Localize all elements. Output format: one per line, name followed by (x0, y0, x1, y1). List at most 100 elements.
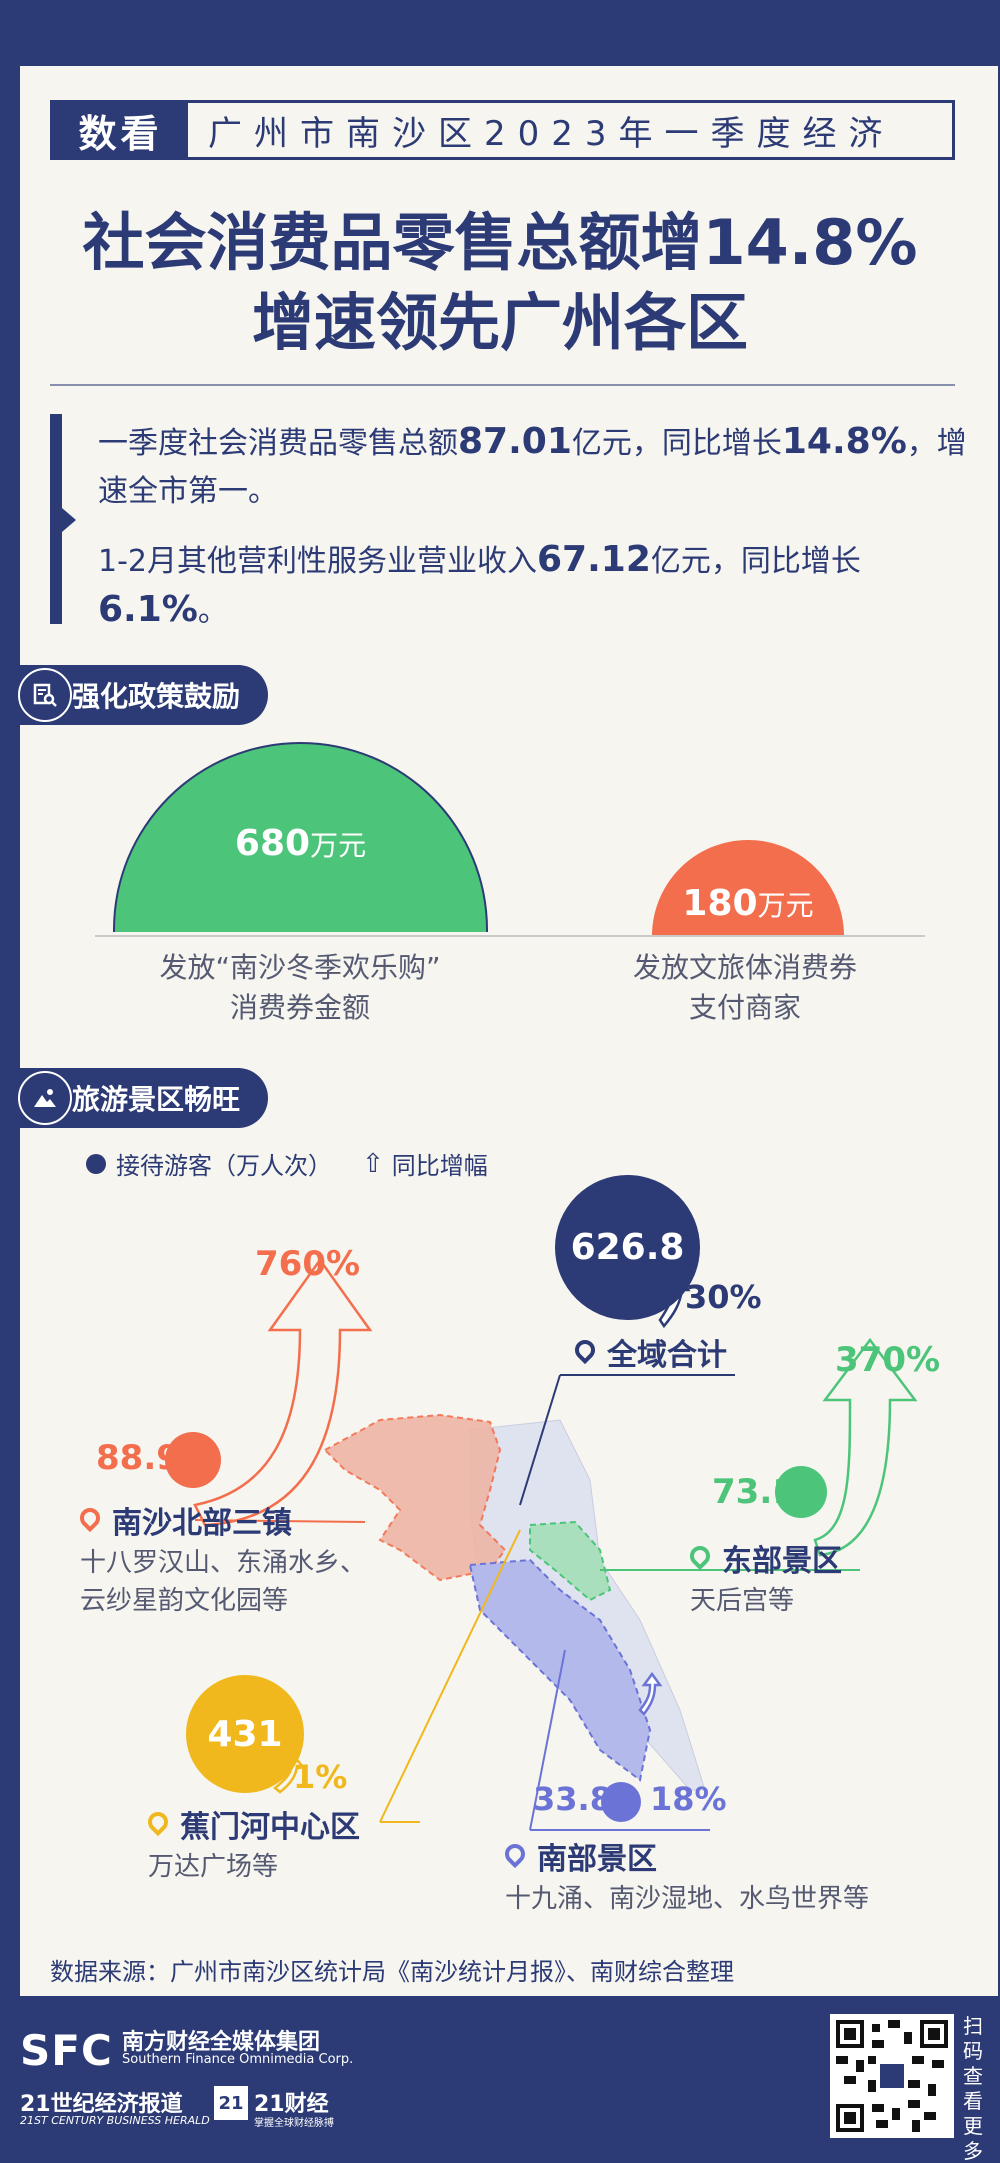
section-tourism-label: 旅游景区畅旺 (72, 1083, 241, 1116)
leader-north (194, 1519, 366, 1523)
legend-visitors-label: 接待游客（万人次） (116, 1152, 332, 1180)
divider (50, 384, 955, 386)
summary-paragraph-1: 一季度社会消费品零售总额87.01亿元，同比增长14.8%，增速全市第一。 (98, 418, 968, 516)
location-pin-icon (143, 1807, 173, 1837)
north-growth-value: 760% (255, 1244, 361, 1284)
area-south-name: 南部景区 (537, 1842, 657, 1877)
legend-growth-label: 同比增幅 (391, 1152, 488, 1180)
headline-line2: 增速领先广州各区 (251, 286, 748, 359)
merchant-coupon-unit: 万元 (757, 888, 814, 922)
sfc-name-en: Southern Finance Omnimedia Corp. (122, 2052, 354, 2067)
coupon-amount-unit: 万元 (310, 828, 367, 862)
summary-text: 1-2月其他营利性服务业营业收入 (98, 544, 537, 579)
section-tourism-title: 旅游景区畅旺 (0, 1068, 269, 1128)
center-growth-value: 1% (293, 1758, 348, 1796)
leader-total (519, 1374, 561, 1506)
caption-line: 支付商家 (688, 991, 801, 1024)
sfc-name: 南方财经全媒体集团 (122, 2030, 321, 2055)
header-bar: 数看 广州市南沙区2023年一季度经济 (50, 100, 955, 160)
map-region-south (468, 1558, 652, 1782)
nansha-map (193, 1257, 918, 1831)
east-visitors-value: 73.1 (712, 1472, 796, 1512)
east-growth-value: 370% (835, 1340, 941, 1380)
qr-code-icon (836, 2020, 948, 2132)
south-visitors-value: 33.8 (533, 1780, 612, 1818)
retail-total-value: 87.01 (458, 421, 572, 462)
header-subtitle: 广州市南沙区2023年一季度经济 (208, 113, 895, 154)
coupon-amount-caption: 发放“南沙冬季欢乐购” 消费券金额 (100, 948, 500, 1028)
east-visitors-bubble (775, 1466, 827, 1518)
east-growth-arrow (813, 1337, 918, 1557)
caption-line: 发放文旅体消费券 (632, 951, 857, 984)
north-visitors-value: 88.9 (96, 1438, 180, 1478)
service-revenue-value: 67.12 (537, 539, 651, 580)
merchant-coupon-caption: 发放文旅体消费券 支付商家 (590, 948, 900, 1028)
brand-21finance: 21财经 (254, 2092, 329, 2117)
area-east-desc: 天后宫等 (690, 1586, 795, 1616)
quote-bar (50, 414, 62, 624)
north-visitors-bubble (165, 1432, 221, 1488)
area-north-desc: 十八罗汉山、东涌水乡、 (80, 1548, 367, 1578)
area-north-desc: 云纱星韵文化园等 (80, 1586, 289, 1616)
data-source: 数据来源：广州市南沙区统计局《南沙统计月报》、南财综合整理 (50, 1958, 734, 1986)
summary-text: 一季度社会消费品零售总额 (98, 426, 458, 461)
leader-south-v (529, 1649, 566, 1831)
visitors-legend-dot (86, 1153, 106, 1174)
sfc-logo: SFC (20, 2026, 113, 2075)
summary-text: 亿元，同比增长 (650, 544, 861, 579)
section-policy-label: 强化政策鼓励 (72, 680, 241, 713)
area-total: 全域合计 (570, 1330, 727, 1374)
merchant-coupon-value: 180 (682, 882, 758, 924)
summary-paragraph-2: 1-2月其他营利性服务业营业收入67.12亿元，同比增长 6.1%。 (98, 536, 968, 636)
content-card (20, 66, 998, 1996)
area-center-name: 蕉门河中心区 (180, 1810, 360, 1845)
header-tag: 数看 (53, 103, 188, 157)
total-visitors-bubble: 626.8 (555, 1175, 700, 1320)
service-growth-value: 6.1% (98, 589, 198, 630)
semicircle-baseline (95, 935, 925, 937)
map-legend: 接待游客（万人次） ⇧ 同比增幅 (86, 1146, 488, 1181)
brand-21cbh-en: 21ST CENTURY BUSINESS HERALD (20, 2114, 210, 2127)
area-east-name: 东部景区 (722, 1544, 842, 1579)
qr-code[interactable] (830, 2014, 954, 2138)
document-search-icon (18, 668, 72, 722)
location-pin-icon (685, 1541, 715, 1571)
coupon-amount-value: 680 (234, 822, 311, 864)
south-growth-value: 18% (650, 1780, 727, 1818)
area-total-name: 全域合计 (607, 1338, 727, 1373)
total-growth-value: 30% (685, 1278, 762, 1316)
area-east: 东部景区 天后宫等 (685, 1536, 842, 1620)
map-region-north (323, 1413, 507, 1582)
center-visitors-bubble: 431 (186, 1675, 304, 1793)
location-pin-icon (75, 1503, 105, 1533)
caption-line: 发放“南沙冬季欢乐购” (159, 951, 441, 984)
center-visitors-value: 431 (207, 1713, 283, 1755)
summary-text: 亿元，同比增长 (571, 426, 782, 461)
area-center: 蕉门河中心区 万达广场等 (143, 1802, 360, 1886)
area-south-desc: 十九涌、南沙湿地、水鸟世界等 (505, 1884, 870, 1914)
map-region-east (529, 1520, 612, 1602)
brand-21finance-slogan: 掌握全球财经脉搏 (254, 2118, 334, 2129)
area-center-desc: 万达广场等 (148, 1852, 279, 1882)
summary-text: ，增速全市第一。 (98, 426, 967, 509)
north-growth-arrow (193, 1257, 373, 1527)
brand-21cbh: 21世纪经济报道 (20, 2092, 183, 2117)
brand-21-logo: 21 (214, 2086, 248, 2120)
center-growth-arrow (272, 1753, 305, 1794)
scan-prompt: 扫码查看更多 (963, 2014, 983, 2163)
footer: SFC 南方财经全媒体集团 Southern Finance Omnimedia… (0, 1996, 1000, 2163)
south-growth-arrow (638, 1671, 663, 1716)
retail-growth-value: 14.8% (781, 421, 907, 462)
area-north: 南沙北部三镇 十八罗汉山、东涌水乡、 云纱星韵文化园等 (75, 1498, 367, 1620)
quote-notch (62, 508, 76, 532)
south-visitors-bubble (601, 1782, 641, 1822)
area-south: 南部景区 十九涌、南沙湿地、水鸟世界等 (500, 1834, 870, 1918)
mountain-icon (18, 1071, 72, 1125)
growth-arrow-icon: ⇧ (362, 1148, 384, 1179)
location-pin-icon (500, 1839, 530, 1869)
summary-text: 。 (197, 594, 228, 629)
leader-center (379, 1529, 521, 1823)
area-north-name: 南沙北部三镇 (112, 1506, 292, 1541)
headline-line1: 社会消费品零售总额增14.8% (82, 206, 918, 279)
caption-line: 消费券金额 (229, 991, 370, 1024)
